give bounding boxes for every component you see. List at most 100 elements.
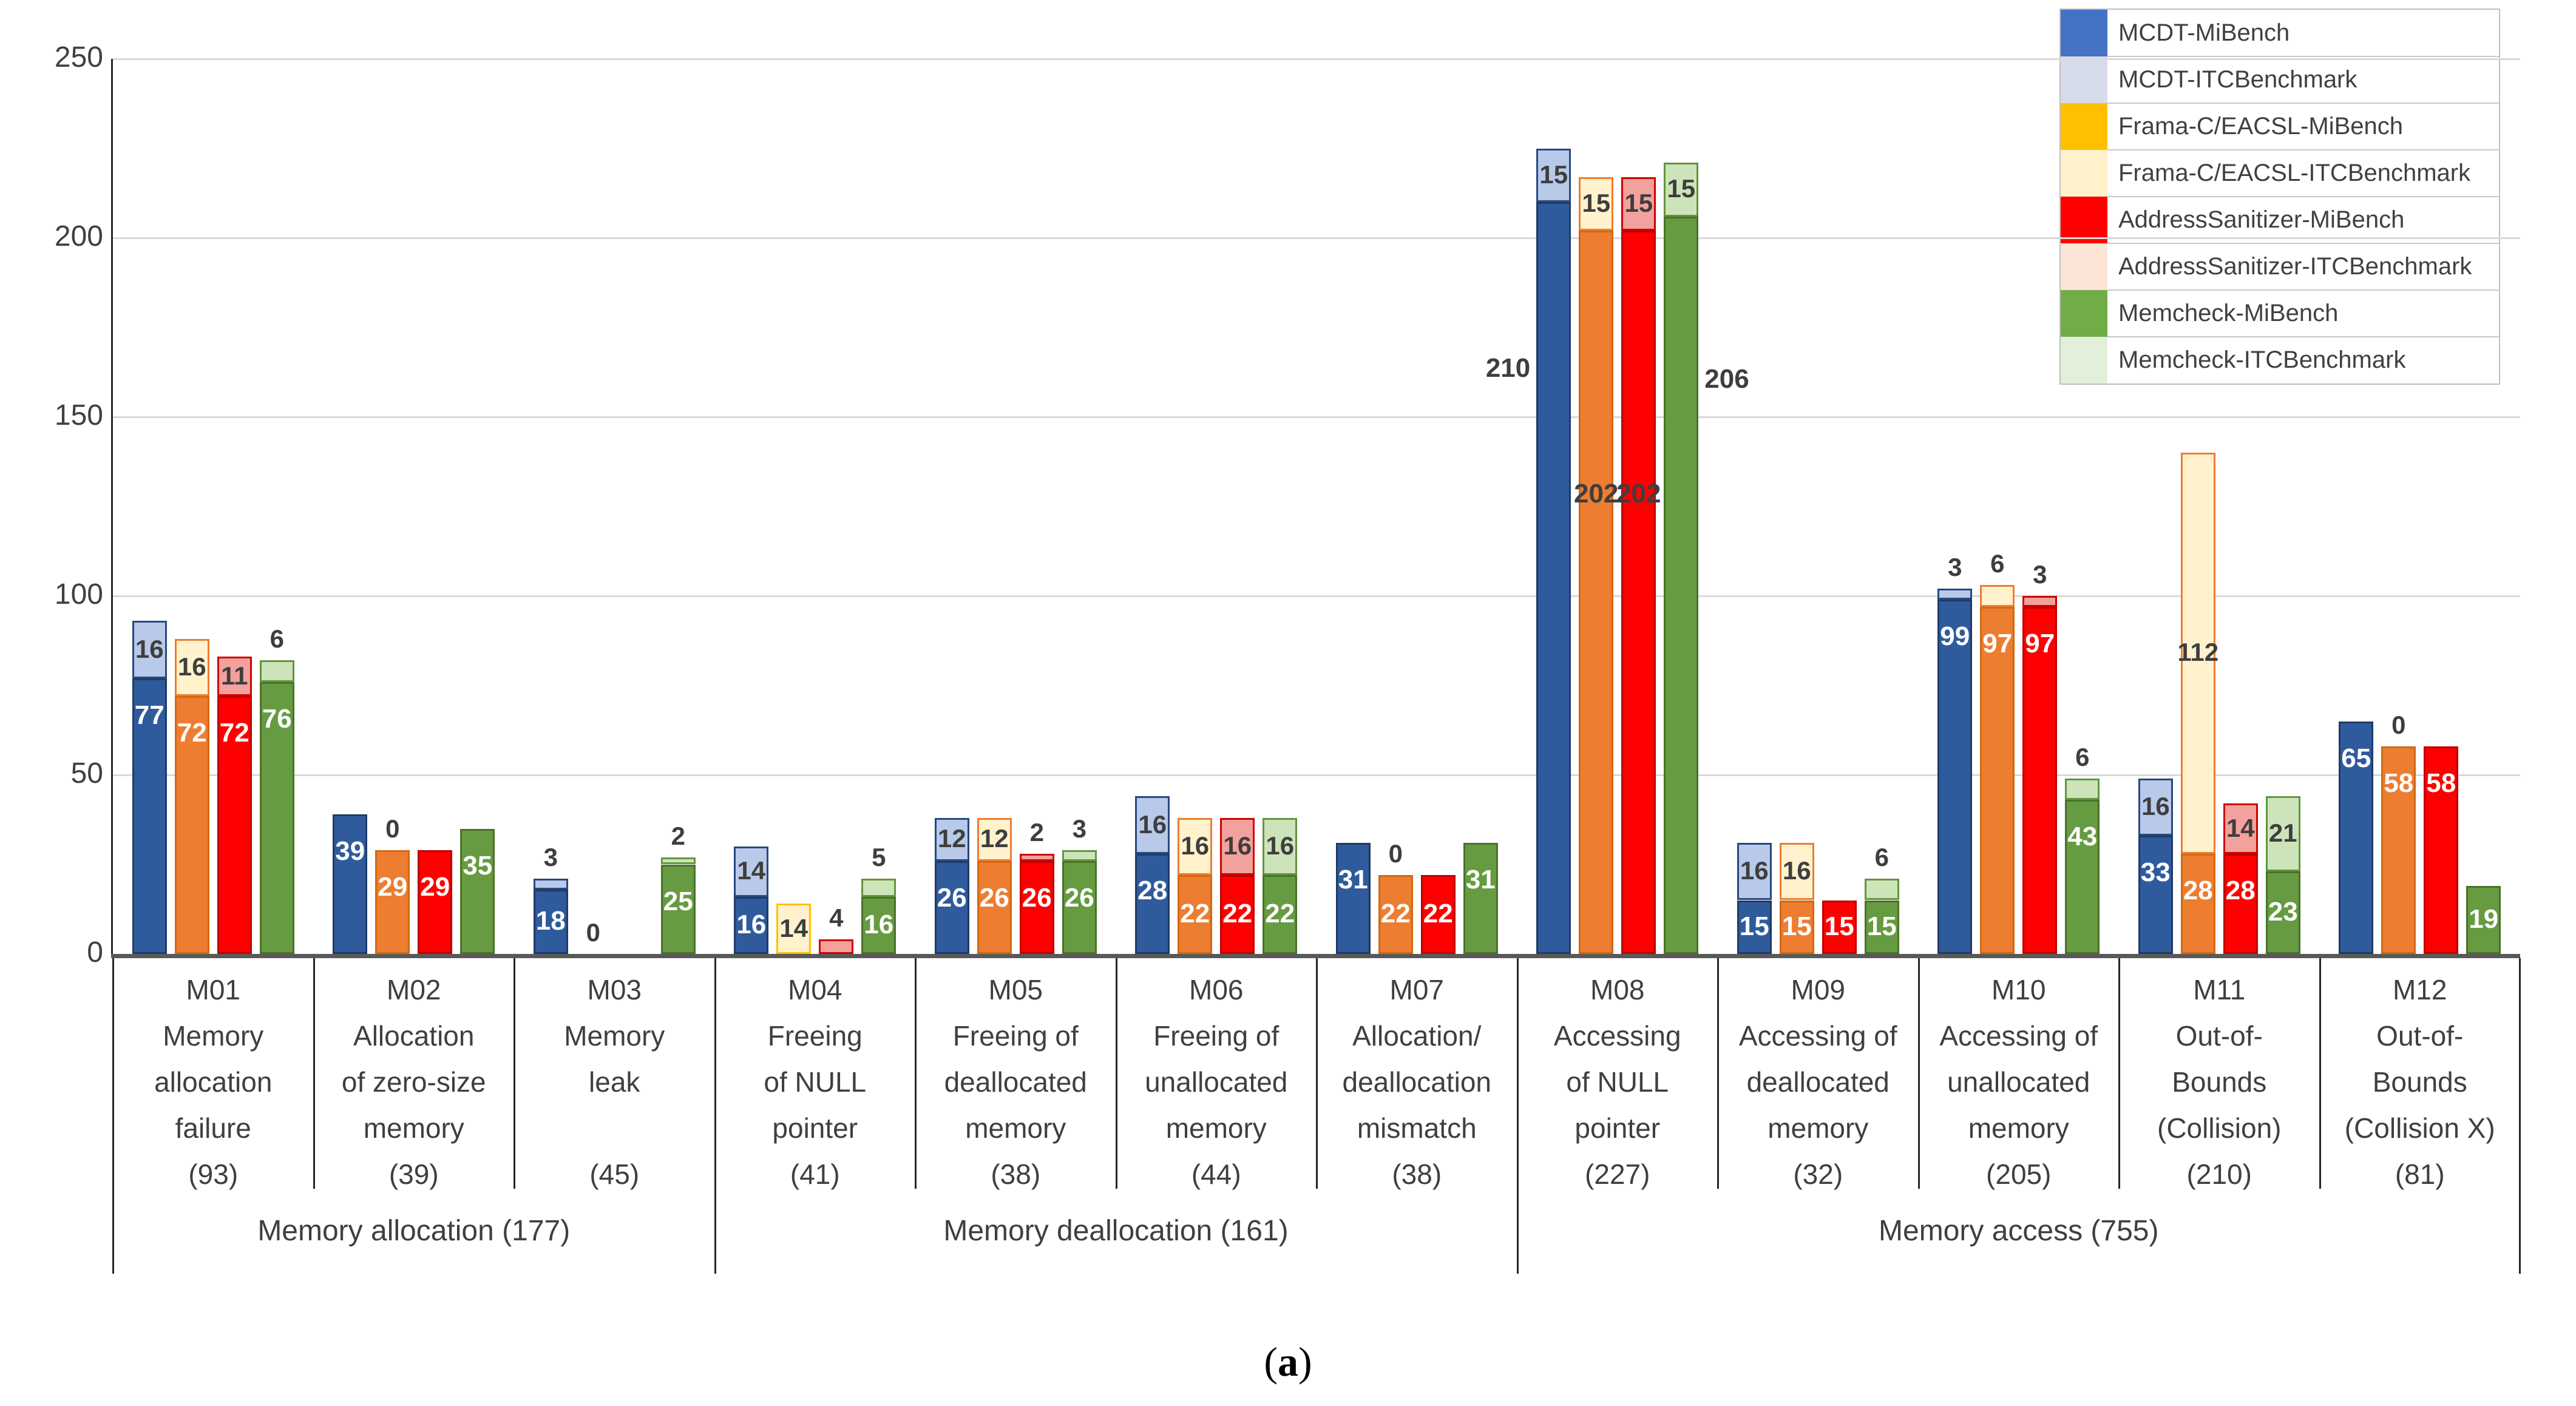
bar-segment-M11-AddressSanitizer-mibench xyxy=(2223,853,2258,954)
bar-label-M05-AddressSanitizer-mibench: 26 xyxy=(1022,882,1052,913)
category-label-line: Allocation xyxy=(353,1020,475,1052)
category-label-M05: M05 Freeing of deallocated memory (38) xyxy=(915,967,1116,1197)
bar-segment-M04-AddressSanitizer-itcbenchmark xyxy=(819,939,854,954)
category-label-line: (32) xyxy=(1793,1158,1843,1190)
supergroup-label: Memory deallocation (161) xyxy=(943,1215,1289,1247)
bar-label-M01-MCDT-mibench: 77 xyxy=(134,700,164,730)
caption-open-paren: ( xyxy=(1264,1339,1278,1385)
gridline xyxy=(113,416,2520,418)
category-label-line: Out-of- xyxy=(2175,1020,2263,1052)
y-axis-tick-label: 0 xyxy=(87,936,103,968)
bar-segment-M02-MCDT-mibench xyxy=(333,814,368,954)
bar-label-M05-Memcheck-itcbenchmark: 3 xyxy=(1072,814,1086,843)
bar-label-M10-AddressSanitizer-itcbenchmark: 3 xyxy=(2033,560,2047,589)
bar-segment-M02-Memcheck-mibench xyxy=(460,828,495,954)
legend-label: AddressSanitizer-ITCBenchmark xyxy=(2118,253,2472,280)
bar-label-M02-Frama-C/EACSL-itcbenchmark: 0 xyxy=(385,814,400,843)
bar-label-M10-MCDT-mibench: 99 xyxy=(1940,621,1970,651)
x-axis-line xyxy=(111,954,2520,958)
bar-label-M09-MCDT-itcbenchmark: 16 xyxy=(1740,856,1769,885)
category-label-line: memory xyxy=(1768,1112,1869,1144)
bar-label-M12-Frama-C/EACSL-itcbenchmark: 0 xyxy=(2391,710,2406,739)
category-label-line: Freeing xyxy=(767,1020,863,1052)
gridline xyxy=(113,237,2520,239)
bar-label-M02-Memcheck-mibench: 35 xyxy=(463,850,493,880)
bar-segment-M12-Memcheck-mibench xyxy=(2466,885,2501,954)
category-label-line: M03 xyxy=(587,974,642,1005)
category-label-M10: M10 Accessing of unallocated memory (205) xyxy=(1919,967,2120,1197)
supergroup-boundary-line xyxy=(714,958,716,1274)
legend-item: AddressSanitizer-MiBench xyxy=(2061,197,2499,244)
bar-label-M01-AddressSanitizer-itcbenchmark: 11 xyxy=(221,661,248,690)
bar-label-M03-Frama-C/EACSL-itcbenchmark: 0 xyxy=(586,918,600,947)
bar-segment-M06-Frama-C/EACSL-itcbenchmark xyxy=(1178,817,1213,876)
bar-label-M06-AddressSanitizer-mibench: 22 xyxy=(1222,899,1253,929)
bar-segment-M05-Memcheck-itcbenchmark xyxy=(1062,850,1097,861)
bar-segment-M01-Memcheck-mibench xyxy=(259,681,294,954)
bar-segment-M10-MCDT-mibench xyxy=(1937,599,1973,954)
category-label-line: M11 xyxy=(2193,974,2246,1005)
bar-label-M06-Frama-C/EACSL-itcbenchmark: 16 xyxy=(1181,831,1210,860)
bar-segment-M08-MCDT-mibench xyxy=(1536,202,1571,954)
legend-label: Memcheck-MiBench xyxy=(2118,300,2339,326)
bar-segment-M04-Frama-C/EACSL-itcbenchmark xyxy=(776,904,812,954)
bar-segment-M07-Frama-C/EACSL-mibench xyxy=(1378,875,1413,954)
bar-label-M09-Memcheck-mibench: 15 xyxy=(1866,911,1897,941)
legend-swatch-icon xyxy=(2061,150,2107,197)
bar-label-M12-AddressSanitizer-mibench: 58 xyxy=(2426,768,2456,798)
legend-swatch-icon xyxy=(2061,290,2107,337)
bar-segment-M07-MCDT-mibench xyxy=(1335,843,1371,954)
bar-segment-M07-Memcheck-mibench xyxy=(1463,843,1498,954)
bar-label-M06-AddressSanitizer-itcbenchmark: 16 xyxy=(1223,831,1252,860)
bar-label-M07-Frama-C/EACSL-mibench: 22 xyxy=(1380,899,1411,929)
legend-swatch-icon xyxy=(2061,337,2107,384)
bar-label-M10-MCDT-itcbenchmark: 3 xyxy=(1948,553,1962,582)
bar-label-M04-AddressSanitizer-itcbenchmark: 4 xyxy=(829,904,844,933)
bar-segment-M11-Frama-C/EACSL-mibench xyxy=(2180,853,2215,954)
category-label-line: (Collision X) xyxy=(2344,1112,2495,1144)
bar-label-M06-Frama-C/EACSL-mibench: 22 xyxy=(1180,899,1210,929)
supergroup-boundary-line xyxy=(112,958,114,1274)
category-label-line: M10 xyxy=(1991,974,2046,1005)
category-label-M01: M01 Memory allocation failure (93) xyxy=(113,967,314,1197)
bar-segment-M05-Memcheck-mibench xyxy=(1062,860,1097,954)
bar-segment-M01-AddressSanitizer-itcbenchmark xyxy=(217,657,252,697)
category-label-line: M02 xyxy=(387,974,441,1005)
bar-segment-M09-Memcheck-mibench xyxy=(1864,900,1899,954)
supergroup-label: Memory allocation (177) xyxy=(257,1215,571,1247)
category-label-line: memory xyxy=(1165,1112,1267,1144)
figure-caption: (a) xyxy=(0,1338,2576,1386)
category-label-line: (45) xyxy=(589,1158,640,1190)
bar-segment-M05-MCDT-mibench xyxy=(934,860,969,954)
bar-label-M04-Memcheck-mibench: 16 xyxy=(864,909,894,939)
bar-segment-M12-MCDT-mibench xyxy=(2339,721,2374,954)
category-label-line: leak xyxy=(589,1066,640,1098)
category-label-line: mismatch xyxy=(1357,1112,1477,1144)
category-label-line: Freeing of xyxy=(1153,1020,1280,1052)
category-separator-line xyxy=(313,958,315,1189)
category-label-line: failure xyxy=(175,1112,251,1144)
legend-swatch-icon xyxy=(2061,10,2107,56)
bar-label-M01-Frama-C/EACSL-itcbenchmark: 16 xyxy=(177,652,206,681)
bar-label-M09-Frama-C/EACSL-mibench: 15 xyxy=(1781,911,1812,941)
y-axis-tick-label: 250 xyxy=(54,41,103,73)
bar-segment-M10-Memcheck-mibench xyxy=(2065,800,2100,954)
bar-label-M11-MCDT-mibench: 33 xyxy=(2140,857,2171,888)
category-separator-line xyxy=(1717,958,1719,1189)
bar-segment-M11-MCDT-itcbenchmark xyxy=(2138,778,2173,836)
category-label-line: unallocated xyxy=(1947,1066,2090,1098)
bar-label-M04-MCDT-itcbenchmark: 14 xyxy=(737,856,766,885)
bar-label-M10-Frama-C/EACSL-itcbenchmark: 6 xyxy=(1990,549,2005,578)
bar-label-M12-Memcheck-mibench: 19 xyxy=(2469,904,2499,934)
bar-label-M12-Frama-C/EACSL-mibench: 58 xyxy=(2384,768,2414,798)
bar-label-M05-MCDT-itcbenchmark: 12 xyxy=(937,824,966,853)
bar-label-M02-AddressSanitizer-mibench: 29 xyxy=(420,871,450,902)
bar-segment-M09-Frama-C/EACSL-mibench xyxy=(1779,900,1814,954)
bar-label-M04-Memcheck-itcbenchmark: 5 xyxy=(872,843,886,872)
category-label-line: deallocation xyxy=(1342,1066,1492,1098)
category-label-line: (93) xyxy=(188,1158,239,1190)
bar-label-M06-MCDT-itcbenchmark: 16 xyxy=(1138,809,1167,839)
bar-segment-M01-AddressSanitizer-mibench xyxy=(217,696,252,954)
category-label-line: of NULL xyxy=(764,1066,867,1098)
